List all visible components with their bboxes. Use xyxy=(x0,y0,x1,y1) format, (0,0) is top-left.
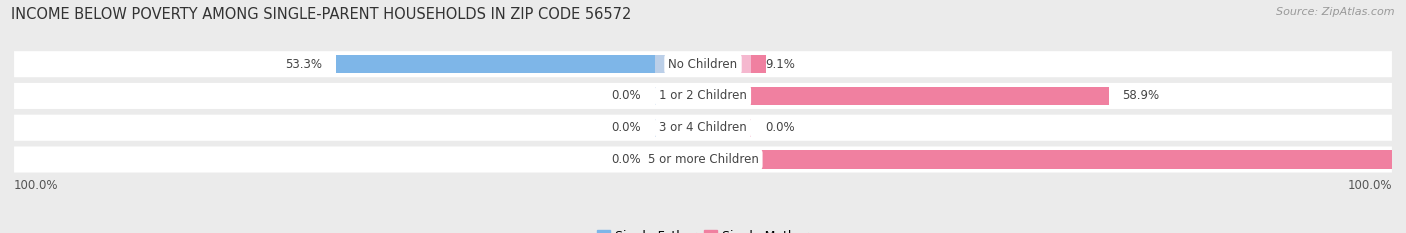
Text: 0.0%: 0.0% xyxy=(612,89,641,103)
FancyBboxPatch shape xyxy=(14,147,1392,172)
FancyBboxPatch shape xyxy=(14,115,1392,141)
Bar xyxy=(703,150,751,169)
Text: 1 or 2 Children: 1 or 2 Children xyxy=(659,89,747,103)
Text: 58.9%: 58.9% xyxy=(1122,89,1160,103)
Text: 100.0%: 100.0% xyxy=(1347,179,1392,192)
Text: No Children: No Children xyxy=(668,58,738,71)
Text: 100.0%: 100.0% xyxy=(14,179,59,192)
Bar xyxy=(655,119,703,137)
Legend: Single Father, Single Mother: Single Father, Single Mother xyxy=(592,225,814,233)
Bar xyxy=(703,119,751,137)
Text: INCOME BELOW POVERTY AMONG SINGLE-PARENT HOUSEHOLDS IN ZIP CODE 56572: INCOME BELOW POVERTY AMONG SINGLE-PARENT… xyxy=(11,7,631,22)
Bar xyxy=(655,150,703,169)
Bar xyxy=(336,55,703,73)
FancyBboxPatch shape xyxy=(14,83,1392,109)
Bar xyxy=(655,55,703,73)
Bar xyxy=(703,55,766,73)
Text: Source: ZipAtlas.com: Source: ZipAtlas.com xyxy=(1277,7,1395,17)
Bar xyxy=(703,150,1392,169)
Bar xyxy=(703,55,751,73)
Text: 9.1%: 9.1% xyxy=(765,58,794,71)
Text: 0.0%: 0.0% xyxy=(765,121,794,134)
Text: 0.0%: 0.0% xyxy=(612,121,641,134)
Text: 53.3%: 53.3% xyxy=(285,58,322,71)
Text: 5 or more Children: 5 or more Children xyxy=(648,153,758,166)
Bar xyxy=(655,87,703,105)
Bar xyxy=(703,87,1109,105)
FancyBboxPatch shape xyxy=(14,51,1392,77)
Text: 3 or 4 Children: 3 or 4 Children xyxy=(659,121,747,134)
Text: 0.0%: 0.0% xyxy=(612,153,641,166)
Bar xyxy=(703,87,751,105)
